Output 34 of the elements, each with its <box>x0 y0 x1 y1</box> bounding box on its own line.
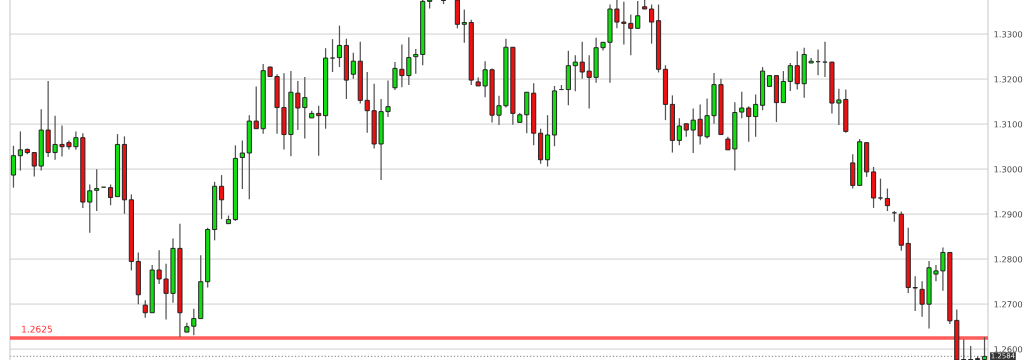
candlestick <box>884 187 890 212</box>
candlestick <box>461 8 467 44</box>
candlestick <box>10 145 17 189</box>
candlestick <box>329 38 336 73</box>
y-tick-label: 1.2600 <box>994 346 1023 353</box>
candlestick <box>336 25 343 68</box>
candlestick <box>218 174 225 220</box>
candlestick <box>649 3 655 45</box>
y-tick-label: 1.3100 <box>994 121 1023 128</box>
y-tick-label: 1.2900 <box>994 211 1023 218</box>
candlestick <box>676 117 682 146</box>
y-tick-label: 1.2700 <box>994 301 1023 308</box>
candlestick <box>753 93 759 138</box>
candlestick <box>746 105 752 143</box>
candlestick <box>413 48 419 75</box>
candlestick <box>108 183 114 206</box>
candlestick <box>94 168 100 212</box>
candlestick <box>350 52 356 80</box>
candlestick <box>572 54 578 92</box>
candlestick <box>565 50 571 106</box>
candlestick <box>981 336 988 360</box>
candlestick <box>787 62 793 92</box>
y-tick-label: 1.3000 <box>994 166 1023 173</box>
candlestick <box>780 70 786 104</box>
ref-line-label: 1.2625 <box>22 325 52 333</box>
y-tick-label: 1.2800 <box>994 256 1023 263</box>
candlestick <box>822 41 828 78</box>
y-tick-label: 1.3300 <box>994 31 1023 38</box>
candlestick <box>17 130 23 172</box>
y-tick-label: 1.3200 <box>994 76 1023 83</box>
candlestick <box>239 139 245 190</box>
candlestick <box>316 105 322 157</box>
candlestick <box>877 178 884 201</box>
candlestick <box>850 153 856 190</box>
